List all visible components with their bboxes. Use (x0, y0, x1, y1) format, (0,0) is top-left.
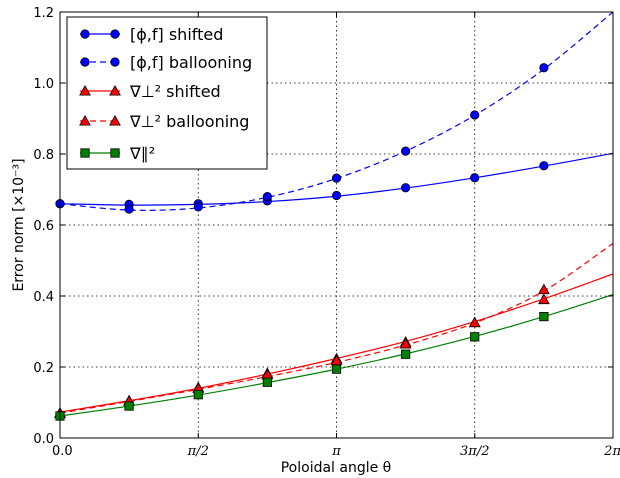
y-tick-label: 0.4 (33, 290, 54, 305)
legend-label: [ϕ,f] ballooning (130, 53, 252, 72)
data-point (193, 390, 203, 400)
legend-marker (109, 114, 121, 126)
y-tick-label: 0.2 (33, 361, 54, 376)
data-point (401, 146, 411, 156)
legend-marker (80, 29, 90, 39)
y-tick-label: 1.2 (33, 6, 54, 21)
x-tick-label: 2π (603, 444, 620, 459)
data-point (193, 202, 203, 212)
series-4 (55, 294, 613, 421)
data-point (539, 161, 549, 171)
data-point (470, 110, 480, 120)
data-point (331, 173, 342, 183)
legend-label: [ϕ,f] shifted (130, 25, 223, 44)
data-point (468, 316, 481, 328)
data-point (539, 311, 549, 322)
legend-marker (110, 148, 120, 158)
legend-marker (79, 84, 91, 96)
data-point (399, 337, 412, 349)
data-point (124, 401, 134, 411)
data-point (470, 173, 480, 183)
y-tick-label: 0.8 (33, 148, 54, 163)
y-tick-label: 1.0 (33, 77, 54, 92)
data-point (331, 190, 342, 201)
axis-ticks: 0.0 π/2 π 3π/2 2π 0.0 0.2 0.4 0.6 0.8 1.0 1.2 (33, 6, 620, 459)
data-point (262, 192, 272, 202)
data-point (331, 364, 342, 374)
legend-entry: ∇∥² (80, 144, 155, 163)
x-tick-label: π/2 (187, 444, 209, 459)
legend-entry: [ϕ,f] ballooning (80, 53, 252, 72)
legend-marker (110, 29, 120, 39)
x-tick-label: 3π/2 (460, 444, 489, 459)
legend-marker (110, 57, 120, 67)
data-point (124, 204, 134, 214)
x-tick-label: 0.0 (52, 444, 73, 459)
data-point (401, 183, 411, 193)
data-point (262, 377, 272, 387)
legend-entry: [ϕ,f] shifted (80, 25, 223, 44)
x-tick-label: π (331, 444, 341, 459)
legend-label: ∇⊥² ballooning (129, 112, 249, 131)
data-point (538, 293, 550, 305)
legend: [ϕ,f] shifted [ϕ,f] ballooning ∇⊥² shifted… (66, 16, 268, 170)
data-point (401, 349, 411, 359)
legend-marker (80, 148, 90, 158)
legend-marker (79, 114, 91, 126)
legend-entry: ∇⊥² shifted (79, 82, 221, 101)
data-point (470, 332, 480, 342)
legend-marker (109, 84, 121, 96)
data-point (539, 63, 549, 73)
y-tick-label: 0.0 (33, 432, 54, 447)
legend-frame (66, 16, 268, 170)
legend-marker (80, 57, 90, 67)
legend-label: ∇⊥² shifted (129, 82, 221, 101)
y-axis-title: Error norm [×10⁻³] (11, 158, 27, 291)
legend-label: ∇∥² (129, 144, 155, 163)
x-axis-title: Poloidal angle θ (281, 460, 392, 476)
data-point (538, 283, 550, 295)
y-tick-label: 0.6 (33, 219, 54, 234)
legend-entry: ∇⊥² ballooning (79, 112, 249, 131)
series-layer (54, 12, 613, 421)
